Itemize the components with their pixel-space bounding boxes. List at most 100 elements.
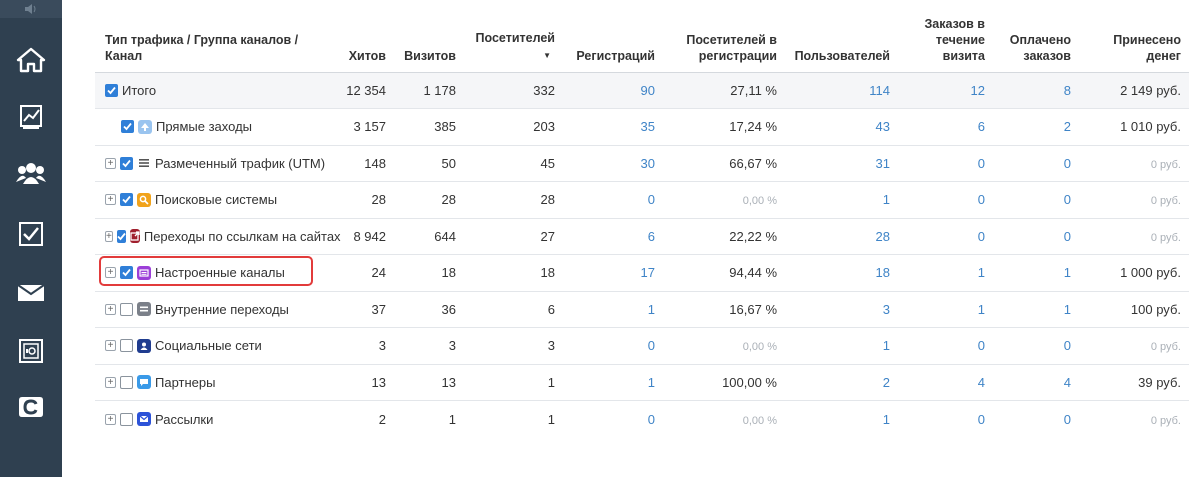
value-paid-orders[interactable]: 1 bbox=[1063, 301, 1071, 317]
row-checkbox[interactable] bbox=[121, 120, 134, 134]
value-orders-in-visit[interactable]: 1 bbox=[977, 301, 985, 317]
cell-users[interactable]: 3 bbox=[785, 291, 898, 328]
expand-plus-icon[interactable]: + bbox=[105, 230, 113, 242]
cell-paid-orders[interactable]: 1 bbox=[993, 255, 1079, 292]
value-registrations[interactable]: 0 bbox=[647, 338, 655, 354]
table-row-total[interactable]: Итого 12 354 1 178 332 90 27,11 % 114 12 8 2 149 … bbox=[95, 72, 1189, 109]
row-checkbox[interactable] bbox=[105, 83, 118, 97]
table-row[interactable]: Прямые заходы 3 157 385 203 35 17,24 % 43 6 2 1 0… bbox=[95, 108, 1189, 146]
cell-registrations[interactable]: 0 bbox=[563, 328, 663, 365]
cell-paid-orders[interactable]: 8 bbox=[993, 72, 1079, 109]
cell-registrations[interactable]: 1 bbox=[563, 364, 663, 401]
header-users[interactable]: Пользователей bbox=[794, 48, 890, 63]
cell-registrations[interactable]: 17 bbox=[563, 255, 663, 292]
value-users[interactable]: 18 bbox=[875, 265, 890, 281]
cell-users[interactable]: 43 bbox=[785, 109, 898, 146]
channel-label[interactable]: Итого bbox=[122, 82, 157, 98]
header-visitors[interactable]: Посетителей ▼ bbox=[464, 0, 563, 72]
cell-orders-in-visit[interactable]: 12 bbox=[898, 72, 993, 109]
channel-label[interactable]: Поисковые системы bbox=[155, 192, 278, 208]
value-users[interactable]: 31 bbox=[875, 155, 890, 171]
cell-paid-orders[interactable]: 4 bbox=[993, 364, 1079, 401]
table-row[interactable]: + Внутренние переходы 37 36 6 1 16,67 % 3 1 1 100 … bbox=[95, 291, 1189, 328]
channel-label[interactable]: Настроенные каналы bbox=[155, 265, 285, 281]
table-row[interactable]: + Партнеры 13 13 1 1 100,00 % 2 4 4 39 руб. bbox=[95, 364, 1189, 401]
channel-label[interactable]: Размеченный трафик (UTM) bbox=[155, 155, 326, 171]
cell-paid-orders[interactable]: 0 bbox=[993, 401, 1079, 438]
header-money[interactable]: Принесено денег bbox=[1113, 32, 1181, 63]
value-orders-in-visit[interactable]: 0 bbox=[977, 411, 985, 427]
header-hits[interactable]: Хитов bbox=[348, 48, 386, 63]
value-registrations[interactable]: 6 bbox=[647, 228, 655, 244]
mail-icon[interactable] bbox=[0, 268, 62, 318]
checkbox-icon[interactable] bbox=[0, 209, 62, 259]
expand-plus-icon[interactable]: + bbox=[105, 303, 116, 315]
expand-plus-icon[interactable]: + bbox=[105, 157, 116, 169]
value-registrations[interactable]: 1 bbox=[647, 374, 655, 390]
cell-registrations[interactable]: 0 bbox=[563, 182, 663, 219]
cell-registrations[interactable]: 1 bbox=[563, 291, 663, 328]
expand-plus-icon[interactable]: + bbox=[105, 194, 116, 206]
cell-users[interactable]: 114 bbox=[785, 72, 898, 109]
value-users[interactable]: 2 bbox=[882, 374, 890, 390]
cell-paid-orders[interactable]: 0 bbox=[993, 182, 1079, 219]
value-registrations[interactable]: 1 bbox=[647, 301, 655, 317]
value-paid-orders[interactable]: 0 bbox=[1063, 411, 1071, 427]
value-paid-orders[interactable]: 0 bbox=[1063, 192, 1071, 208]
expand-plus-icon[interactable]: + bbox=[105, 376, 116, 388]
cell-registrations[interactable]: 90 bbox=[563, 72, 663, 109]
value-users[interactable]: 3 bbox=[882, 301, 890, 317]
channel-label[interactable]: Переходы по ссылкам на сайтах bbox=[143, 228, 341, 244]
channel-label[interactable]: Рассылки bbox=[155, 411, 214, 427]
cell-orders-in-visit[interactable]: 0 bbox=[898, 182, 993, 219]
safe-icon[interactable] bbox=[0, 326, 62, 376]
channel-label[interactable]: Партнеры bbox=[155, 374, 216, 390]
cell-paid-orders[interactable]: 0 bbox=[993, 218, 1079, 255]
cell-users[interactable]: 1 bbox=[785, 328, 898, 365]
value-orders-in-visit[interactable]: 0 bbox=[977, 338, 985, 354]
value-paid-orders[interactable]: 4 bbox=[1063, 374, 1071, 390]
value-orders-in-visit[interactable]: 0 bbox=[977, 192, 985, 208]
value-users[interactable]: 43 bbox=[875, 119, 890, 135]
channel-label[interactable]: Внутренние переходы bbox=[155, 301, 289, 317]
users-icon[interactable] bbox=[0, 148, 62, 198]
value-users[interactable]: 1 bbox=[882, 411, 890, 427]
cell-orders-in-visit[interactable]: 6 bbox=[898, 109, 993, 146]
expand-plus-icon[interactable]: + bbox=[105, 340, 116, 352]
value-paid-orders[interactable]: 1 bbox=[1063, 265, 1071, 281]
header-visitors-in-reg[interactable]: Посетителей в регистрации bbox=[686, 32, 777, 63]
cell-users[interactable]: 1 bbox=[785, 182, 898, 219]
value-orders-in-visit[interactable]: 4 bbox=[977, 374, 985, 390]
value-registrations[interactable]: 90 bbox=[640, 82, 655, 98]
value-orders-in-visit[interactable]: 0 bbox=[977, 155, 985, 171]
value-users[interactable]: 114 bbox=[869, 82, 890, 98]
cell-users[interactable]: 18 bbox=[785, 255, 898, 292]
row-checkbox[interactable] bbox=[116, 229, 126, 243]
row-checkbox[interactable] bbox=[120, 412, 133, 426]
cell-registrations[interactable]: 6 bbox=[563, 218, 663, 255]
cell-orders-in-visit[interactable]: 1 bbox=[898, 291, 993, 328]
value-paid-orders[interactable]: 8 bbox=[1063, 82, 1071, 98]
cell-orders-in-visit[interactable]: 1 bbox=[898, 255, 993, 292]
cell-orders-in-visit[interactable]: 0 bbox=[898, 328, 993, 365]
cell-orders-in-visit[interactable]: 0 bbox=[898, 145, 993, 182]
value-paid-orders[interactable]: 0 bbox=[1063, 155, 1071, 171]
value-registrations[interactable]: 30 bbox=[640, 155, 655, 171]
row-checkbox[interactable] bbox=[120, 302, 133, 316]
value-orders-in-visit[interactable]: 0 bbox=[977, 228, 985, 244]
row-checkbox[interactable] bbox=[120, 375, 133, 389]
cell-users[interactable]: 1 bbox=[785, 401, 898, 438]
cell-orders-in-visit[interactable]: 4 bbox=[898, 364, 993, 401]
chart-icon[interactable] bbox=[0, 92, 62, 142]
value-paid-orders[interactable]: 0 bbox=[1063, 228, 1071, 244]
cell-users[interactable]: 28 bbox=[785, 218, 898, 255]
value-paid-orders[interactable]: 2 bbox=[1063, 119, 1071, 135]
cell-users[interactable]: 31 bbox=[785, 145, 898, 182]
row-checkbox[interactable] bbox=[120, 156, 133, 170]
value-registrations[interactable]: 0 bbox=[647, 411, 655, 427]
value-orders-in-visit[interactable]: 1 bbox=[977, 265, 985, 281]
cell-paid-orders[interactable]: 2 bbox=[993, 109, 1079, 146]
table-row[interactable]: + Размеченный трафик (UTM) 148 50 45 30 66,67 … bbox=[95, 145, 1189, 182]
value-paid-orders[interactable]: 0 bbox=[1063, 338, 1071, 354]
value-users[interactable]: 28 bbox=[875, 228, 890, 244]
